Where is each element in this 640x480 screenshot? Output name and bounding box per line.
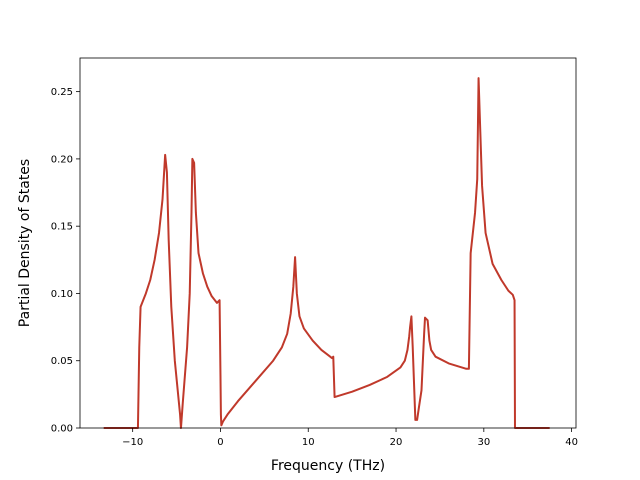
y-axis-ticks: 0.00 0.05 0.10 0.15 0.20 0.25 (51, 87, 80, 435)
y-axis-label: Partial Density of States (17, 159, 33, 327)
plot-frame (79, 57, 577, 429)
y-tick-label: 0.10 (51, 289, 73, 300)
y-tick-label: 0.15 (51, 222, 73, 233)
plot-background (80, 58, 576, 428)
x-tick-label: 30 (477, 437, 490, 448)
x-tick-label: 20 (390, 437, 403, 448)
y-tick-label: 0.20 (51, 154, 73, 165)
x-axis-ticks: −10 0 10 20 30 40 (122, 428, 578, 448)
x-tick-label: 0 (217, 437, 223, 448)
series-layer (103, 77, 550, 429)
series-line-0 (103, 77, 550, 429)
x-tick-label: 40 (565, 437, 578, 448)
x-tick-label: 10 (302, 437, 315, 448)
y-tick-label: 0.25 (51, 87, 73, 98)
x-axis-label: Frequency (THz) (271, 458, 385, 474)
x-tick-label: −10 (122, 437, 143, 448)
y-tick-label: 0.00 (51, 424, 73, 435)
y-tick-label: 0.05 (51, 356, 73, 367)
